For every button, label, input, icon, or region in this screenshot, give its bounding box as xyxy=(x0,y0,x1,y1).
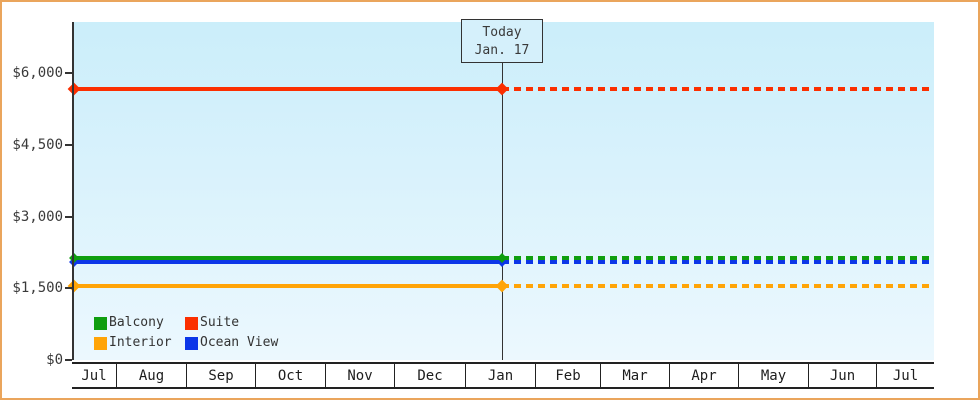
series-line-solid-interior xyxy=(74,284,502,289)
legend-label-interior: Interior xyxy=(109,335,172,350)
legend-swatch-balcony xyxy=(94,316,107,330)
x-axis-month-jan-6: Jan xyxy=(465,364,535,387)
series-line-dashed-balcony xyxy=(502,256,934,261)
y-axis-tick-mark xyxy=(65,359,72,361)
series-line-dashed-suite xyxy=(502,86,934,91)
series-marker-interior xyxy=(495,279,509,293)
x-axis-month-row: Jul Aug Sep Oct Nov Dec Jan Feb Mar Apr May Jun Jul xyxy=(72,362,934,389)
legend-item-suite: Suite xyxy=(185,316,239,330)
y-axis-tick-mark xyxy=(65,287,72,290)
y-axis-tick-label: $6,000 xyxy=(12,65,63,81)
legend-label-ocean-view: Ocean View xyxy=(200,335,279,350)
y-axis-line xyxy=(72,22,74,360)
y-axis-tick-label: $3,000 xyxy=(12,208,63,225)
x-axis-month-aug-1: Aug xyxy=(116,364,186,387)
x-axis-month-apr-9: Apr xyxy=(669,364,738,387)
legend-item-interior: Interior xyxy=(94,336,172,350)
plot-area xyxy=(67,22,934,360)
y-axis-tick-mark xyxy=(65,215,72,218)
y-axis-tick-label: $4,500 xyxy=(12,136,63,153)
x-axis-month-feb-7: Feb xyxy=(535,364,600,387)
x-axis-month-may-10: May xyxy=(738,364,808,387)
series-line-solid-balcony xyxy=(74,256,502,261)
y-axis-tick-mark xyxy=(65,72,72,74)
legend-item-balcony: Balcony xyxy=(94,316,164,330)
x-axis-month-jul-0: Jul xyxy=(81,367,107,384)
legend-swatch-interior xyxy=(94,336,107,350)
today-date: Jan. 17 xyxy=(474,43,530,58)
series-line-solid-ocean-view xyxy=(74,259,502,264)
legend-swatch-suite xyxy=(185,316,198,330)
legend-item-ocean-view: Ocean View xyxy=(185,336,278,350)
y-axis-tick-mark xyxy=(65,143,72,146)
series-line-solid-suite xyxy=(74,86,502,91)
series-line-dashed-ocean-view xyxy=(502,259,934,264)
x-axis-month-jul-12: Jul xyxy=(876,364,934,387)
x-axis-month-oct-3: Oct xyxy=(255,364,325,387)
legend-label-balcony: Balcony xyxy=(109,315,164,330)
today-vertical-line xyxy=(501,63,503,360)
today-label: Today xyxy=(482,25,522,40)
x-axis-month-nov-4: Nov xyxy=(325,364,394,387)
today-annotation-box: Today Jan. 17 xyxy=(461,19,543,63)
series-marker-suite xyxy=(495,82,509,96)
x-axis-month-mar-8: Mar xyxy=(600,364,669,387)
x-axis-month-sep-2: Sep xyxy=(186,364,255,387)
legend-label-suite: Suite xyxy=(200,315,240,330)
series-line-dashed-interior xyxy=(502,284,934,289)
y-axis-tick-label: $0 xyxy=(46,352,63,368)
y-axis-tick-label: $1,500 xyxy=(12,280,63,297)
series-marker-suite xyxy=(67,82,81,96)
x-axis-month-jun-11: Jun xyxy=(808,364,876,387)
x-axis-month-dec-5: Dec xyxy=(394,364,465,387)
legend-swatch-ocean-view xyxy=(185,336,198,350)
